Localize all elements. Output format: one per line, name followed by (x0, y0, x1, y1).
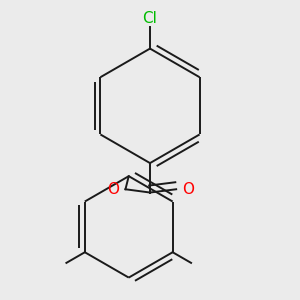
Text: O: O (182, 182, 194, 197)
Text: O: O (108, 182, 120, 197)
Text: Cl: Cl (142, 11, 158, 26)
